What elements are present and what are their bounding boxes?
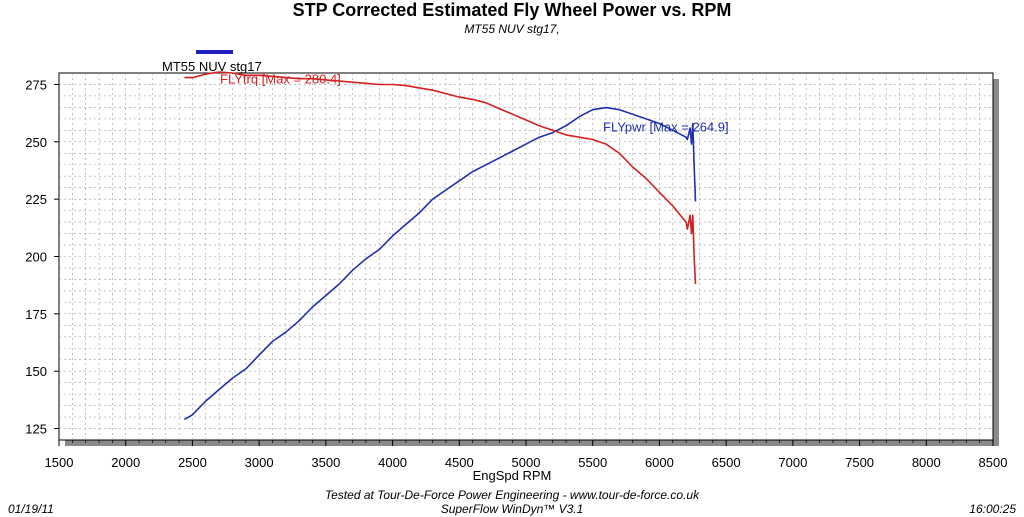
plot-shadow-right [993,79,999,446]
series-line-flytrq [184,71,697,285]
footer-date: 01/19/11 [8,502,54,516]
y-tick-label: 125 [25,422,47,437]
x-tick-label: 8000 [912,455,941,470]
annotation-flypwr: FLYpwr [Max = 264.9] [603,120,729,135]
x-tick-label: 2000 [111,455,140,470]
x-tick-label: 8500 [979,455,1008,470]
legend-swatch [196,50,233,54]
chart-subtitle: MT55 NUV stg17, [464,22,560,36]
legend-label: MT55 NUV stg17 [162,59,262,74]
footer-software: SuperFlow WinDyn™ V3.1 [440,502,584,516]
y-tick-label: 225 [25,192,47,207]
x-tick-label: 5500 [578,455,607,470]
footer-tested-at: Tested at Tour-De-Force Power Engineerin… [324,488,700,502]
y-tick-label: 275 [25,77,47,92]
annotation-flytrq: FLYtrq [Max = 280.4] [220,72,341,87]
y-tick-label: 250 [25,135,47,150]
footer-time: 16:00:25 [969,502,1016,516]
x-tick-label: 4000 [378,455,407,470]
chart-title: STP Corrected Estimated Fly Wheel Power … [292,0,732,20]
x-tick-label: 7000 [778,455,807,470]
x-tick-label: 6000 [645,455,674,470]
x-tick-label: 3000 [245,455,274,470]
x-tick-label: 1500 [45,455,74,470]
x-axis-label: EngSpd RPM [472,468,552,483]
x-tick-label: 6500 [712,455,741,470]
y-tick-label: 175 [25,307,47,322]
x-tick-label: 3500 [311,455,340,470]
x-tick-label: 2500 [178,455,207,470]
x-tick-label: 7500 [845,455,874,470]
y-tick-label: 200 [25,250,47,265]
x-tick-label: 5000 [512,455,541,470]
series-line-flypwr [184,106,697,421]
plot-shadow-bottom [65,440,999,446]
x-tick-label: 4500 [445,455,474,470]
y-tick-label: 150 [25,364,47,379]
